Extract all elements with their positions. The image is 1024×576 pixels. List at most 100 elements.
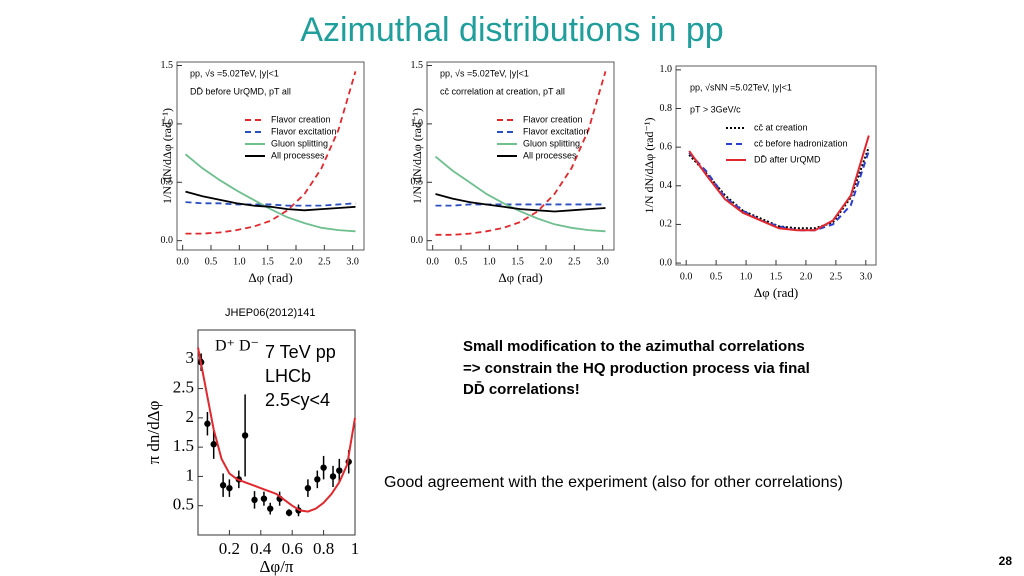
legend-label: Flavor excitation — [271, 126, 337, 136]
annotation: pp, √s =5.02TeV, |y|<1 — [190, 68, 279, 78]
y-tick-label: 2 — [186, 407, 195, 426]
y-tick-label: 0.2 — [660, 219, 673, 230]
x-tick-label: 0.0 — [680, 271, 693, 282]
y-tick-label: 1.5 — [173, 436, 194, 455]
y-tick-label: 0.6 — [660, 141, 673, 152]
data-line — [688, 150, 870, 232]
y-tick-label: 0.0 — [411, 235, 424, 246]
legend-label: cc̄ at creation — [754, 122, 808, 132]
data-point — [329, 473, 337, 480]
x-tick-label: 2.5 — [830, 271, 843, 282]
data-point — [210, 441, 217, 448]
x-tick-label: 2.0 — [800, 271, 813, 282]
y-tick-label: 0.5 — [173, 495, 194, 514]
slide-title: Azimuthal distributions in pp — [300, 11, 723, 49]
x-tick-label: 2.5 — [318, 256, 331, 267]
y-axis-label: 1/N dN/dΔφ (rad⁻¹) — [160, 108, 174, 204]
data-point — [241, 432, 249, 439]
x-axis-label: Δφ (rad) — [248, 270, 292, 285]
x-tick-label: 0.5 — [455, 256, 468, 267]
plot-frame — [197, 329, 356, 536]
x-tick-label: 1.0 — [740, 271, 753, 282]
legend-label: All processes — [271, 150, 325, 160]
x-tick-label: 1 — [351, 539, 360, 558]
y-tick-label: 1.0 — [660, 64, 673, 75]
annotation: LHCb — [265, 366, 311, 386]
legend-label: DD̄ after UrQMD — [754, 154, 821, 164]
data-point — [267, 505, 274, 512]
data-line — [185, 190, 356, 212]
x-tick-label: 0.0 — [426, 256, 439, 267]
legend-label: cc̄ before hadronization — [754, 138, 848, 148]
data-point — [320, 464, 327, 471]
data-point — [304, 484, 312, 492]
note-line: => constrain the HQ production process v… — [463, 360, 810, 377]
y-axis-label: 1/N dN/dΔφ (rad⁻¹) — [642, 118, 656, 214]
annotation: pT > 3GeV/c — [690, 104, 741, 114]
annotation: DD̄ before UrQMD, pT all — [190, 86, 291, 96]
y-tick-label: 1.0 — [411, 118, 424, 129]
annotation: pp, √s =5.02TeV, |y|<1 — [440, 68, 529, 78]
page-number: 28 — [999, 554, 1013, 568]
x-tick-label: 1.0 — [483, 256, 496, 267]
y-tick-label: 0.5 — [411, 177, 424, 188]
source-label: JHEP06(2012)141 — [225, 307, 316, 319]
data-line — [688, 146, 870, 230]
y-tick-label: 0.4 — [660, 180, 673, 191]
annotation: cc̄ correlation at creation, pT all — [440, 86, 565, 96]
data-line — [435, 71, 607, 236]
data-point — [226, 484, 233, 492]
x-tick-label: 2.5 — [568, 256, 581, 267]
data-line — [435, 203, 606, 207]
y-tick-label: 0.5 — [161, 177, 174, 188]
plot-frame — [176, 61, 365, 251]
data-line — [185, 201, 356, 207]
plot-frame — [675, 65, 877, 266]
data-line — [197, 347, 356, 513]
data-point — [260, 495, 268, 502]
x-axis-label: Δφ/π — [259, 557, 293, 576]
legend-label: Gluon splitting — [271, 138, 328, 148]
data-line — [688, 135, 870, 232]
comment: Good agreement with the experiment (also… — [384, 474, 843, 491]
y-tick-label: 3 — [186, 348, 195, 367]
x-tick-label: 0.5 — [710, 271, 723, 282]
legend-label: Flavor creation — [523, 114, 583, 124]
x-tick-label: 0.6 — [282, 539, 303, 558]
annotation: 2.5<y<4 — [265, 390, 330, 410]
data-point — [285, 509, 293, 516]
x-tick-label: 0.8 — [313, 539, 334, 558]
legend-label: All processes — [523, 150, 577, 160]
x-axis-label: Δφ (rad) — [754, 285, 798, 300]
annotation: D⁺ D⁻ — [215, 338, 259, 355]
x-tick-label: 0.5 — [205, 256, 218, 267]
y-tick-label: 1 — [186, 465, 195, 484]
x-tick-label: 0.4 — [250, 539, 272, 558]
x-tick-label: 3.0 — [346, 256, 359, 267]
data-line — [185, 71, 357, 235]
x-tick-label: 2.0 — [540, 256, 553, 267]
data-line — [434, 155, 606, 233]
x-tick-label: 1.5 — [770, 271, 783, 282]
data-line — [184, 153, 356, 233]
y-tick-label: 0.0 — [161, 235, 174, 246]
plot-frame — [426, 61, 615, 251]
x-tick-label: 2.0 — [290, 256, 303, 267]
x-tick-label: 0.2 — [219, 539, 240, 558]
x-tick-label: 1.5 — [261, 256, 274, 267]
y-tick-label: 1.0 — [161, 118, 174, 129]
y-tick-label: 1.5 — [411, 60, 424, 71]
y-tick-label: 0.8 — [660, 103, 673, 114]
x-tick-label: 3.0 — [860, 271, 873, 282]
x-tick-label: 0.0 — [176, 256, 189, 267]
x-tick-label: 1.5 — [511, 256, 524, 267]
data-point — [314, 476, 321, 483]
y-tick-label: 1.5 — [161, 60, 174, 71]
data-point — [219, 482, 227, 489]
x-tick-label: 1.0 — [233, 256, 246, 267]
legend-label: Flavor excitation — [523, 126, 589, 136]
y-axis-label: 1/N dN/dΔφ (rad⁻¹) — [410, 108, 424, 204]
data-point — [251, 496, 258, 504]
